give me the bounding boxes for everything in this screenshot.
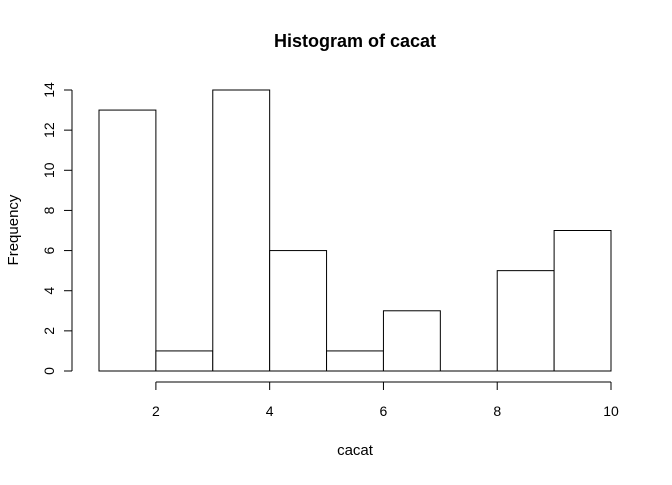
y-tick-label: 0 bbox=[41, 367, 57, 375]
y-axis: 0 2 4 6 8 10 12 14 bbox=[41, 82, 73, 375]
histogram-bar bbox=[155, 350, 214, 372]
chart-title: Histogram of cacat bbox=[274, 31, 436, 51]
y-tick-label: 8 bbox=[41, 206, 57, 214]
y-tick-label: 6 bbox=[41, 246, 57, 254]
histogram-bar bbox=[98, 109, 157, 372]
x-tick-label: 10 bbox=[603, 403, 619, 419]
y-tick-label: 2 bbox=[41, 327, 57, 335]
histogram-bar bbox=[553, 230, 612, 372]
x-tick-label: 4 bbox=[266, 403, 274, 419]
x-tick-label: 8 bbox=[493, 403, 501, 419]
histogram-bar bbox=[382, 310, 441, 372]
histogram-bar bbox=[326, 350, 384, 372]
y-tick-label: 14 bbox=[41, 82, 57, 98]
x-tick-label: 2 bbox=[152, 403, 160, 419]
x-tick-label: 6 bbox=[380, 403, 388, 419]
bars-group bbox=[98, 89, 612, 372]
histogram-bar bbox=[496, 270, 555, 372]
y-tick-label: 4 bbox=[41, 287, 57, 295]
histogram-bar bbox=[212, 89, 271, 372]
y-axis-label: Frequency bbox=[5, 194, 22, 265]
y-tick-label: 10 bbox=[41, 162, 57, 178]
histogram-bar bbox=[269, 250, 328, 372]
x-axis: 2 4 6 8 10 bbox=[152, 381, 619, 419]
x-axis-label: cacat bbox=[337, 442, 374, 459]
y-tick-label: 12 bbox=[41, 122, 57, 138]
